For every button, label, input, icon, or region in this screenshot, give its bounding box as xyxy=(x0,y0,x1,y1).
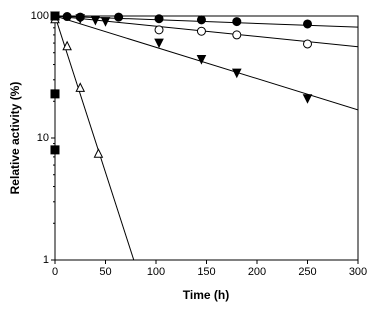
x-tick-label: 50 xyxy=(99,266,111,278)
data-point xyxy=(90,15,101,26)
data-point xyxy=(154,14,164,24)
x-tick-label: 200 xyxy=(248,266,266,278)
fit-line xyxy=(55,16,358,48)
data-point xyxy=(50,145,60,155)
x-tick-label: 0 xyxy=(52,266,58,278)
data-point xyxy=(154,38,164,49)
y-tick-label: 10 xyxy=(37,132,49,144)
data-point xyxy=(231,68,242,79)
plot-frame xyxy=(54,15,359,261)
x-tick-label: 250 xyxy=(298,266,316,278)
data-point xyxy=(302,94,313,104)
data-point xyxy=(50,89,60,99)
y-axis-title: Relative activity (%) xyxy=(8,82,22,195)
y-tick-label: 100 xyxy=(31,10,49,22)
data-point xyxy=(62,40,72,51)
data-point xyxy=(196,26,206,36)
data-point xyxy=(232,17,242,27)
x-tick-label: 150 xyxy=(197,266,215,278)
data-point xyxy=(100,17,111,27)
data-point xyxy=(302,39,313,49)
fit-line xyxy=(55,16,358,28)
data-point xyxy=(302,19,313,29)
y-tick-label: 1 xyxy=(43,254,49,266)
data-point xyxy=(232,30,242,40)
x-tick-label: 300 xyxy=(349,266,367,278)
data-point xyxy=(196,54,207,65)
fit-line xyxy=(55,16,358,111)
data-point xyxy=(75,82,86,92)
data-point xyxy=(114,12,124,22)
data-point xyxy=(62,12,72,22)
data-point xyxy=(154,25,164,35)
data-point xyxy=(93,148,104,158)
x-axis-title: Time (h) xyxy=(183,288,229,302)
data-point xyxy=(196,15,206,25)
x-tick-label: 100 xyxy=(147,266,165,278)
fit-line xyxy=(55,16,135,260)
data-point xyxy=(75,14,86,24)
data-point xyxy=(50,11,60,21)
